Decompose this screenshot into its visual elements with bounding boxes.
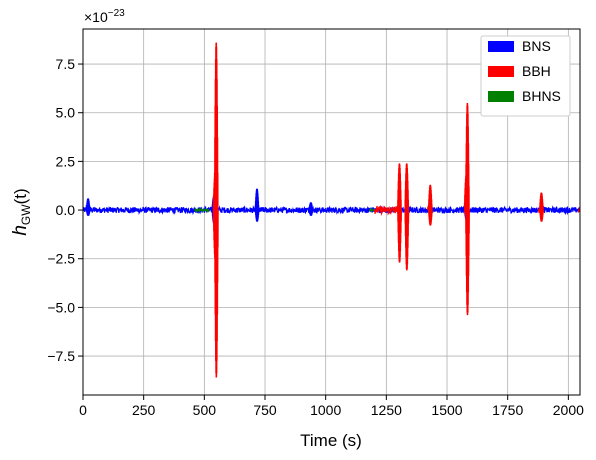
series-bbh-spike [539, 192, 544, 222]
x-tick-label: 0 [79, 402, 87, 418]
legend-label-bns: BNS [522, 38, 551, 54]
series-bbh-spike [397, 163, 402, 263]
legend-swatch-bhns [488, 91, 514, 102]
x-axis-label: Time (s) [300, 431, 362, 450]
y-tick-label: 7.5 [56, 56, 76, 72]
x-tick-label: 500 [193, 402, 217, 418]
series-layer [83, 42, 580, 378]
legend-label-bhns: BHNS [522, 88, 561, 104]
y-tick-label: −2.5 [47, 251, 75, 267]
x-tick-label: 1250 [371, 402, 402, 418]
y-tick-label: −7.5 [47, 348, 75, 364]
series-bbh [212, 42, 580, 378]
y-axis-label: hGW(t) [10, 188, 33, 235]
series-bhns-noise [194, 206, 210, 214]
legend-swatch-bbh [488, 66, 514, 77]
x-axis-ticks: 0 250 500 750 1000 1250 1500 1750 2000 [79, 395, 584, 418]
x-tick-label: 250 [132, 402, 156, 418]
series-bbh-noise [373, 204, 401, 217]
plot-frame [82, 28, 581, 396]
x-tick-label: 750 [253, 402, 277, 418]
series-bns-spike [254, 188, 260, 222]
offset-text: ×10−23 [84, 8, 125, 25]
series-bbh-spike [213, 42, 219, 378]
x-tick-label: 1000 [310, 402, 341, 418]
x-tick-label: 1750 [492, 402, 523, 418]
y-tick-label: −5.0 [47, 299, 75, 315]
y-tick-label: 5.0 [56, 105, 76, 121]
y-axis-ticks: −7.5 −5.0 −2.5 0.0 2.5 5.0 7.5 [47, 56, 83, 364]
y-tick-label: 2.5 [56, 153, 76, 169]
x-tick-label: 1500 [431, 402, 462, 418]
series-bns-spike [85, 198, 91, 216]
series-bns-spike [308, 202, 314, 216]
series-bbh-spike [465, 102, 470, 316]
y-tick-label: 0.0 [56, 202, 76, 218]
legend: BNS BBH BHNS [480, 35, 571, 117]
legend-swatch-bns [488, 41, 514, 52]
series-bns-noise [83, 205, 580, 216]
x-tick-label: 2000 [553, 402, 584, 418]
series-bbh-spike [404, 163, 410, 271]
series-bbh-spike [427, 184, 433, 226]
legend-label-bbh: BBH [522, 63, 551, 79]
